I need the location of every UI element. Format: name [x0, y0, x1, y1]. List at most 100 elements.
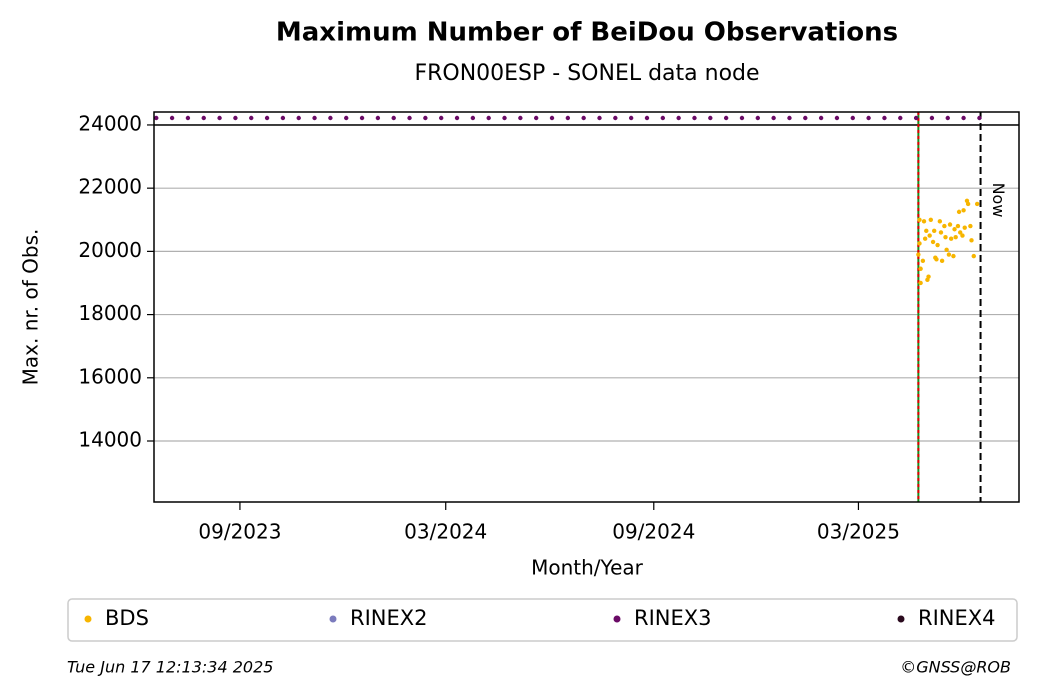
data-point [952, 227, 957, 232]
data-point [917, 241, 922, 246]
data-point [938, 230, 944, 235]
data-point [470, 115, 476, 121]
x-tick-label: 03/2024 [404, 520, 487, 544]
data-point [969, 238, 974, 243]
data-point [961, 208, 966, 213]
data-point [924, 228, 929, 234]
footer-credit: ©GNSS@ROB [900, 658, 1011, 677]
data-point [960, 233, 965, 238]
x-tick-label: 09/2024 [612, 520, 695, 544]
data-point [755, 115, 761, 121]
data-point [913, 115, 919, 121]
data-point [977, 115, 982, 121]
data-point [818, 115, 824, 121]
data-point [312, 115, 317, 121]
data-point [549, 115, 555, 121]
data-point [918, 266, 923, 271]
data-point [375, 115, 381, 121]
data-point [565, 115, 571, 121]
data-point [882, 115, 887, 121]
data-point [958, 230, 963, 235]
data-point [644, 115, 650, 121]
data-point [185, 115, 191, 121]
plot-frame [153, 111, 1020, 503]
data-point [946, 252, 952, 257]
legend-marker [84, 615, 92, 623]
y-tick-label: 20000 [78, 238, 142, 262]
data-point [934, 257, 939, 262]
data-point [692, 115, 697, 121]
data-point [439, 115, 444, 121]
y-tick-label: 18000 [78, 301, 142, 325]
data-point [391, 115, 396, 121]
data-point [866, 115, 871, 121]
data-point [502, 115, 507, 121]
chart-title: Maximum Number of BeiDou Observations [276, 18, 898, 48]
data-point [518, 115, 523, 121]
data-point [939, 258, 945, 264]
now-label: Now [989, 183, 1008, 218]
data-point [423, 115, 428, 121]
data-point [280, 115, 286, 121]
data-point [926, 274, 931, 279]
legend-marker [329, 615, 337, 623]
data-point [927, 233, 932, 238]
data-point [942, 223, 947, 229]
data-point [918, 280, 923, 286]
data-point [928, 217, 934, 222]
y-tick-label: 14000 [78, 428, 142, 452]
data-point [968, 223, 973, 229]
legend-label: RINEX3 [634, 606, 712, 630]
data-point [676, 115, 681, 121]
data-point [803, 115, 808, 121]
data-point [597, 115, 602, 121]
y-tick-label: 16000 [78, 364, 142, 388]
data-point [948, 236, 954, 241]
data-point [454, 115, 460, 121]
data-point [953, 234, 958, 240]
data-point [965, 201, 971, 207]
data-point [613, 115, 618, 121]
data-point [931, 228, 937, 234]
data-point [920, 258, 926, 264]
data-point [296, 115, 301, 121]
data-point [951, 253, 956, 259]
data-point [850, 115, 855, 121]
data-point [486, 115, 491, 121]
data-point [581, 115, 586, 121]
legend-label: RINEX4 [918, 606, 996, 630]
legend-label: RINEX2 [350, 606, 428, 630]
x-tick-label: 09/2023 [198, 520, 281, 544]
chart-subtitle: FRON00ESP - SONEL data node [414, 61, 759, 86]
y-axis-label: Max. nr. of Obs. [19, 229, 43, 386]
data-point [264, 115, 270, 121]
data-point [944, 247, 949, 252]
data-point [922, 236, 928, 241]
x-axis-label: Month/Year [531, 556, 644, 580]
data-point [937, 219, 943, 224]
data-point [249, 115, 254, 121]
footer-timestamp: Tue Jun 17 12:13:34 2025 [67, 658, 273, 677]
data-point [233, 115, 238, 121]
legend-marker [613, 615, 621, 623]
data-point [739, 115, 745, 121]
data-point [169, 115, 175, 121]
data-point [771, 115, 776, 121]
data-point [943, 234, 948, 240]
data-point [834, 115, 840, 121]
data-point [201, 115, 206, 121]
data-point [947, 222, 953, 227]
data-point [628, 115, 634, 121]
data-point [956, 209, 962, 215]
data-point [921, 219, 927, 224]
data-point [916, 252, 921, 257]
data-point [344, 115, 349, 121]
data-point [955, 223, 961, 229]
data-point [217, 115, 222, 121]
legend-box [67, 598, 1018, 642]
legend-label: BDS [105, 606, 149, 630]
data-point [407, 115, 412, 121]
y-tick-label: 24000 [78, 111, 142, 135]
data-point [935, 242, 940, 248]
